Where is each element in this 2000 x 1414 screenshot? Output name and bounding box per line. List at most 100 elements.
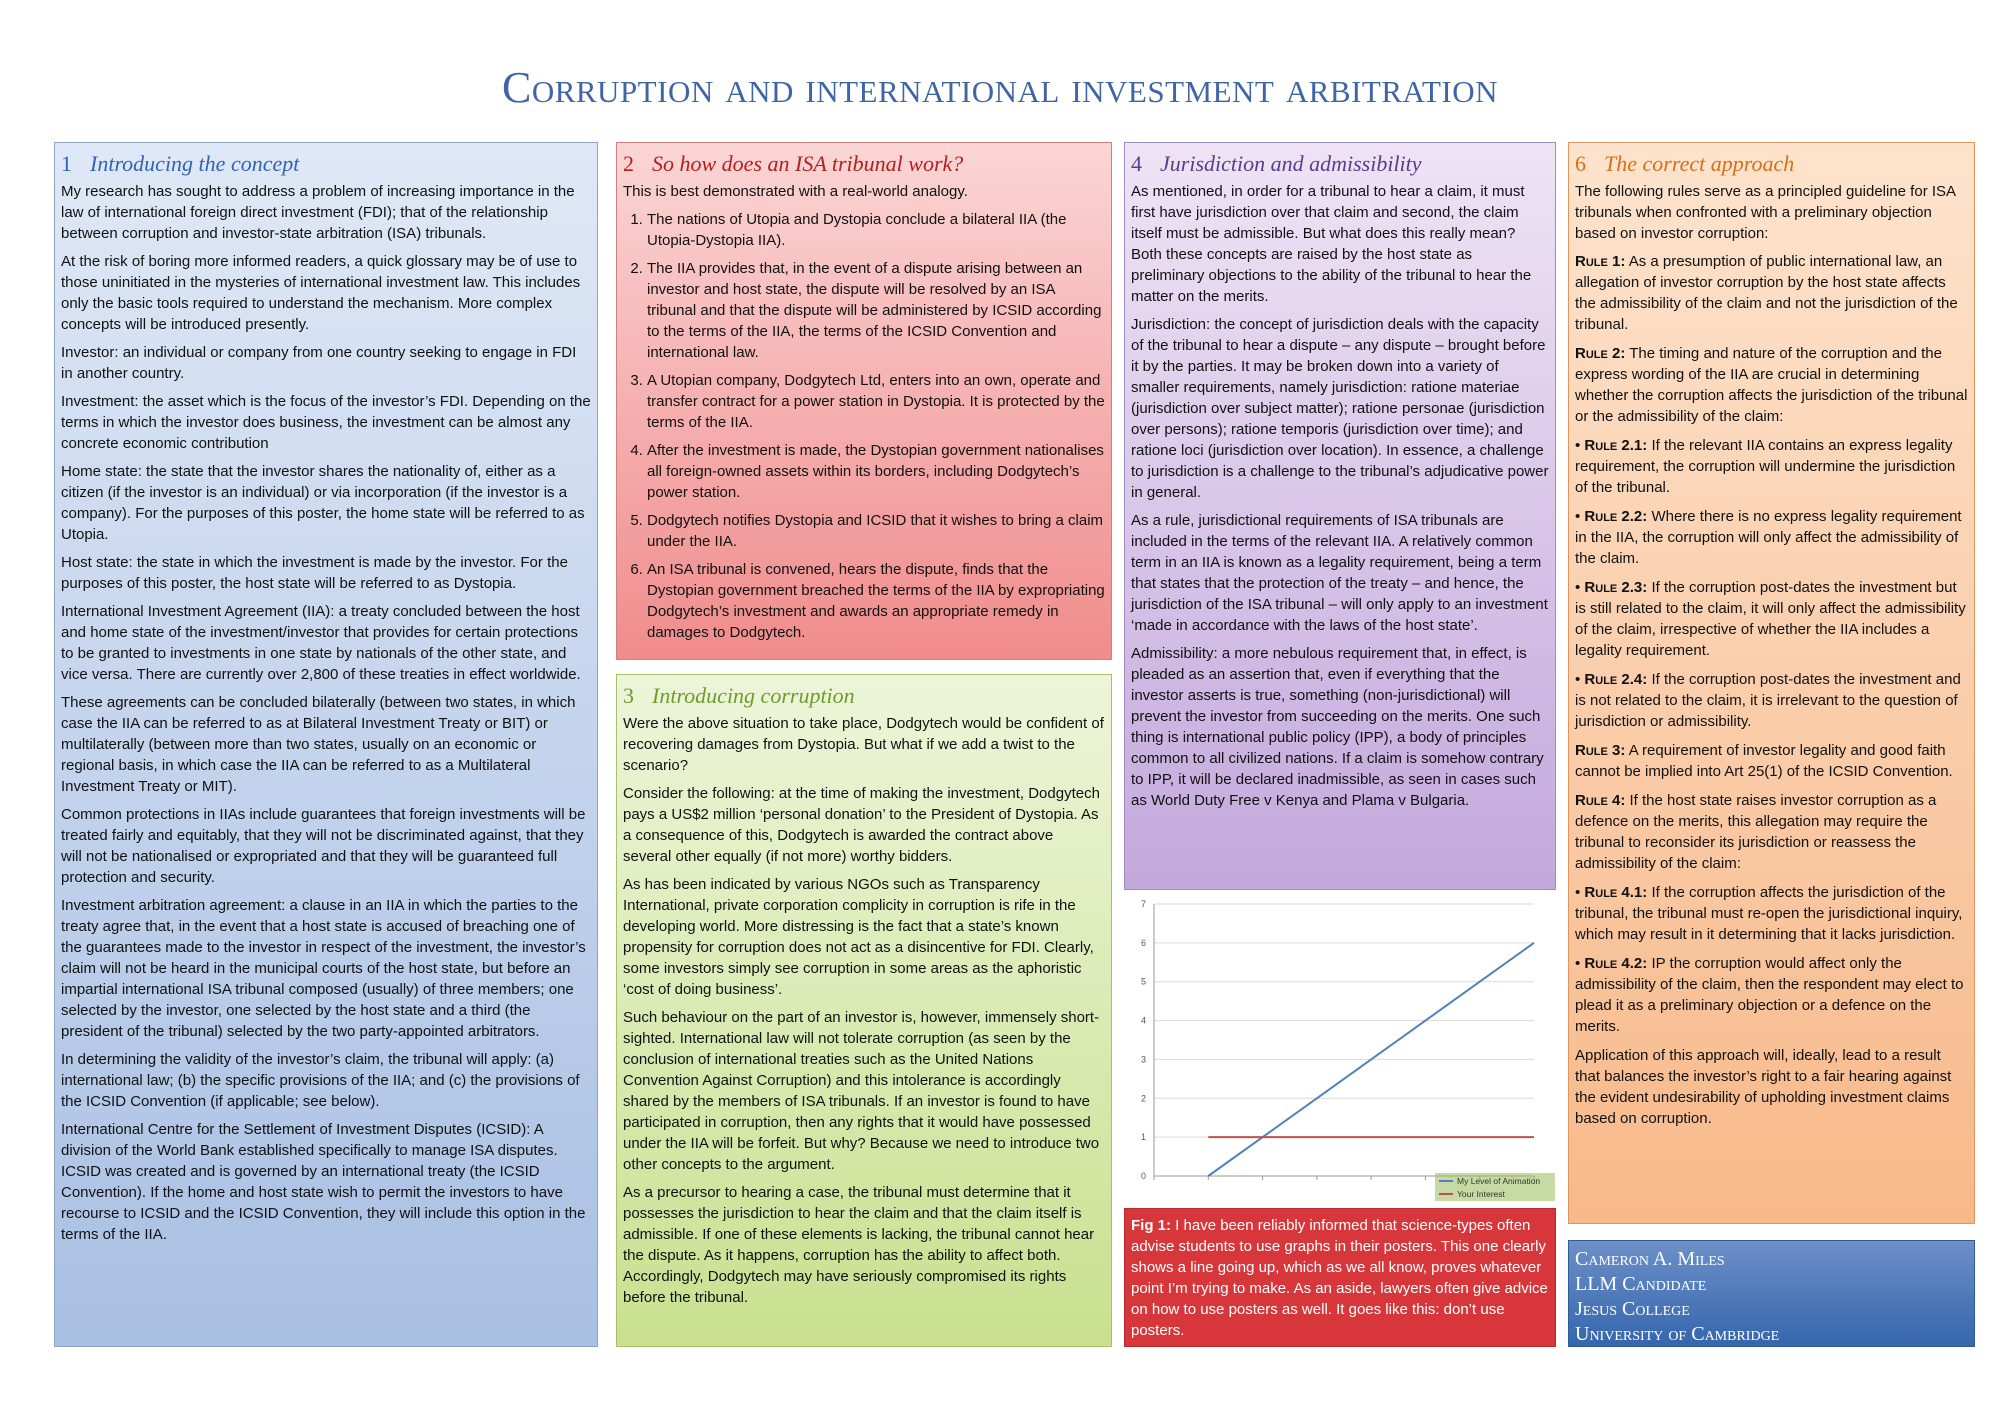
paragraph: In determining the validity of the inves… <box>61 1051 580 1110</box>
rule-label: Rule 1: <box>1575 253 1626 270</box>
panel-jurisdiction-admissibility: 4 Jurisdiction and admissibility As menti… <box>1124 142 1556 890</box>
author-university: University of Cambridge <box>1575 1323 1780 1345</box>
panel-introducing-concept: 1 Introducing the concept My research has… <box>54 142 598 1347</box>
rule-item: Rule 3: A requirement of investor legali… <box>1575 740 1968 782</box>
section-title: Jurisdiction and admissibility <box>1160 151 1422 176</box>
rule-text: A requirement of investor legality and g… <box>1575 742 1953 780</box>
y-tick-label: 3 <box>1141 1054 1146 1064</box>
paragraph: At the risk of boring more informed read… <box>61 253 581 333</box>
panel-closing: Application of this approach will, ideal… <box>1575 1047 1952 1127</box>
rule-item: Rule 2: The timing and nature of the cor… <box>1575 343 1968 427</box>
author-box: Cameron A. Miles LLM Candidate Jesus Col… <box>1568 1240 1975 1347</box>
y-tick-label: 5 <box>1141 977 1146 987</box>
panel-heading: 6 The correct approach <box>1575 151 1968 177</box>
rule-text: If the corruption post-dates the investm… <box>1575 671 1961 730</box>
author-college: Jesus College <box>1575 1298 1690 1320</box>
rule-label: Rule 2.2: <box>1584 508 1648 525</box>
list-item: The IIA provides that, in the event of a… <box>647 258 1105 363</box>
rule-label: Rule 2.1: <box>1584 437 1648 454</box>
panel-correct-approach: 6 The correct approach The following rule… <box>1568 142 1975 1224</box>
panel-heading: 4 Jurisdiction and admissibility <box>1131 151 1549 177</box>
poster-title: Corruption and international investment … <box>501 63 1499 112</box>
section-number: 3 <box>623 683 634 708</box>
rule-item: Rule 2.1: If the relevant IIA contains a… <box>1575 435 1968 498</box>
panel-intro: This is best demonstrated with a real-wo… <box>623 183 968 200</box>
rule-text: If the relevant IIA contains an express … <box>1575 437 1956 496</box>
list-item: After the investment is made, the Dystop… <box>647 440 1105 503</box>
panel-heading: 1 Introducing the concept <box>61 151 591 177</box>
rule-label: Rule 4: <box>1575 792 1626 809</box>
steps-list: The nations of Utopia and Dystopia concl… <box>623 209 1105 643</box>
rule-label: Rule 2.3: <box>1584 579 1648 596</box>
legend-box <box>1435 1173 1555 1201</box>
section-title: So how does an ISA tribunal work? <box>652 151 964 176</box>
paragraph: Consider the following: at the time of m… <box>623 785 1100 865</box>
paragraph: Home state: the state that the investor … <box>61 463 585 543</box>
rule-item: Rule 4: If the host state raises investo… <box>1575 790 1968 874</box>
section-title: The correct approach <box>1604 151 1795 176</box>
rule-item: Rule 2.4: If the corruption post-dates t… <box>1575 669 1968 732</box>
paragraph: As mentioned, in order for a tribunal to… <box>1131 183 1532 305</box>
figure-caption-text: I have been reliably informed that scien… <box>1131 1217 1548 1339</box>
paragraph: Investment: the asset which is the focus… <box>61 393 591 452</box>
author-name: Cameron A. Miles <box>1575 1248 1725 1270</box>
paragraph: Such behaviour on the part of an investo… <box>623 1009 1100 1173</box>
rule-text: IP the corruption would affect only the … <box>1575 955 1964 1035</box>
chart-svg: 0 1 2 3 4 5 6 7 My Level of Animation Your Intere… <box>1141 899 1555 1201</box>
panel-introducing-corruption: 3 Introducing corruption Were the above s… <box>616 674 1112 1347</box>
section-number: 4 <box>1131 151 1142 176</box>
y-tick-label: 2 <box>1141 1093 1146 1103</box>
paragraph: Jurisdiction: the concept of jurisdictio… <box>1131 316 1549 501</box>
y-tick-label: 1 <box>1141 1132 1146 1142</box>
section-number: 2 <box>623 151 634 176</box>
rule-item: Rule 1: As a presumption of public inter… <box>1575 251 1968 335</box>
rule-item: Rule 2.3: If the corruption post-dates t… <box>1575 577 1968 661</box>
paragraph: As a precursor to hearing a case, the tr… <box>623 1184 1095 1306</box>
panel-heading: 2 So how does an ISA tribunal work? <box>623 151 1105 177</box>
rule-item: Rule 4.1: If the corruption affects the … <box>1575 882 1968 945</box>
list-item: Dodgytech notifies Dystopia and ICSID th… <box>647 510 1105 552</box>
paragraph: Host state: the state in which the inves… <box>61 554 568 592</box>
y-tick-label: 0 <box>1141 1171 1146 1181</box>
paragraph: My research has sought to address a prob… <box>61 183 575 242</box>
paragraph: Were the above situation to take place, … <box>623 715 1104 774</box>
paragraph: Investor: an individual or company from … <box>61 344 577 382</box>
paragraph: International Investment Agreement (IIA)… <box>61 603 581 683</box>
rule-label: Rule 2: <box>1575 345 1626 362</box>
rule-label: Rule 3: <box>1575 742 1626 759</box>
rule-text: The timing and nature of the corruption … <box>1575 345 1968 425</box>
list-item: The nations of Utopia and Dystopia concl… <box>647 209 1105 251</box>
y-tick-label: 4 <box>1141 1016 1146 1026</box>
legend-label: My Level of Animation <box>1457 1176 1540 1186</box>
figure-label: Fig 1: <box>1131 1217 1171 1234</box>
panel-heading: 3 Introducing corruption <box>623 683 1105 709</box>
section-title: Introducing corruption <box>652 683 855 708</box>
paragraph: Investment arbitration agreement: a clau… <box>61 897 586 1040</box>
rule-text: If the corruption post-dates the investm… <box>1575 579 1966 659</box>
rule-text: As a presumption of public international… <box>1575 253 1958 333</box>
rule-label: Rule 2.4: <box>1584 671 1648 688</box>
list-item: A Utopian company, Dodgytech Ltd, enters… <box>647 370 1105 433</box>
paragraph: These agreements can be concluded bilate… <box>61 694 576 795</box>
rule-label: Rule 4.2: <box>1584 955 1648 972</box>
paragraph: As a rule, jurisdictional requirements o… <box>1131 512 1548 634</box>
paragraph: International Centre for the Settlement … <box>61 1121 586 1243</box>
rule-item: Rule 4.2: IP the corruption would affect… <box>1575 953 1968 1037</box>
rule-label: Rule 4.1: <box>1584 884 1648 901</box>
section-number: 6 <box>1575 151 1586 176</box>
panel-isa-tribunal: 2 So how does an ISA tribunal work? This … <box>616 142 1112 660</box>
figure-caption: Fig 1: I have been reliably informed tha… <box>1124 1208 1556 1347</box>
rule-text: If the host state raises investor corrup… <box>1575 792 1937 872</box>
author-degree: LLM Candidate <box>1575 1273 1707 1295</box>
panel-body: My research has sought to address a prob… <box>61 181 591 1245</box>
panel-intro: The following rules serve as a principle… <box>1575 183 1956 242</box>
paragraph: As has been indicated by various NGOs su… <box>623 876 1094 998</box>
list-item: An ISA tribunal is convened, hears the d… <box>647 559 1105 643</box>
line-chart: 0 1 2 3 4 5 6 7 My Level of Animation Your Intere… <box>1124 896 1556 1204</box>
legend-label: Your Interest <box>1457 1189 1506 1199</box>
paragraph: Admissibility: a more nebulous requireme… <box>1131 645 1544 809</box>
y-tick-label: 7 <box>1141 899 1146 909</box>
section-title: Introducing the concept <box>90 151 300 176</box>
rules-list: Rule 1: As a presumption of public inter… <box>1575 251 1968 1037</box>
rule-item: Rule 2.2: Where there is no express lega… <box>1575 506 1968 569</box>
